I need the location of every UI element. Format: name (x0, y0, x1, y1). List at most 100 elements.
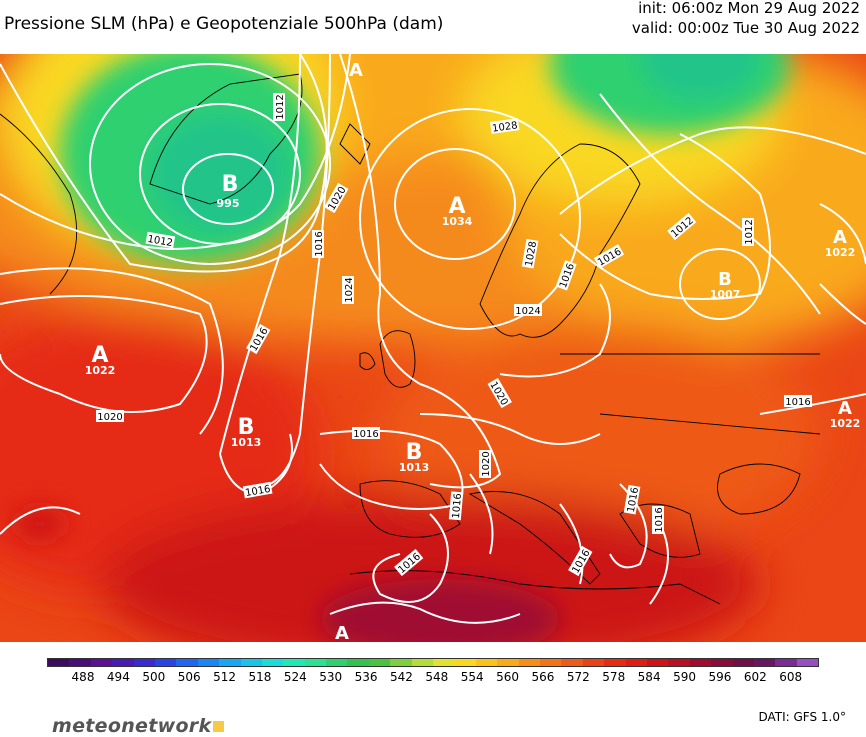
isobar-label: 1012 (273, 93, 286, 121)
svg-text:1024: 1024 (344, 277, 355, 302)
colorbar-swatch (753, 659, 776, 666)
colorbar-tick-label: 554 (460, 670, 484, 684)
colorbar-swatch (689, 659, 712, 666)
colorbar-swatch (711, 659, 733, 666)
colorbar-swatch (668, 659, 690, 666)
colorbar-tick-label: 590 (673, 670, 696, 684)
colorbar-swatch (518, 659, 540, 666)
colorbar-swatch (154, 659, 177, 666)
svg-text:1022: 1022 (825, 246, 856, 259)
isobar-label: 1016 (784, 395, 812, 408)
high-center: A 1022 (85, 343, 116, 377)
svg-text:1022: 1022 (85, 364, 116, 377)
svg-text:1016: 1016 (451, 493, 464, 519)
meteonetwork-logo: meteonetwork (52, 715, 225, 737)
svg-text:B: B (406, 440, 423, 465)
run-info: init: 06:00z Mon 29 Aug 2022 valid: 00:0… (632, 0, 860, 38)
colorbar-tick-label: 578 (602, 670, 626, 684)
high-center: A 1034 (442, 194, 473, 228)
isobar-label: 1012 (145, 231, 176, 249)
colorbar-tick-label: 566 (531, 670, 555, 684)
low-center: B 1013 (399, 440, 430, 474)
high-center: A (335, 623, 349, 642)
isobar-label: 1024 (342, 276, 355, 304)
colorbar-swatch (261, 659, 284, 666)
colorbar-swatch (133, 659, 155, 666)
coastlines (0, 73, 821, 605)
colorbar-swatch (90, 659, 113, 666)
isobar-label: 1028 (521, 238, 539, 269)
isobar-label: 1016 (448, 491, 464, 521)
colorbar-swatch (732, 659, 754, 666)
svg-text:B: B (718, 269, 732, 290)
svg-text:1020: 1020 (97, 412, 122, 423)
colorbar-swatch (411, 659, 434, 666)
isobar-label: 1020 (96, 410, 124, 423)
colorbar-swatch (219, 659, 241, 666)
svg-text:1013: 1013 (231, 436, 262, 449)
colorbar-swatch (775, 659, 797, 666)
valid-time: valid: 00:00z Tue 30 Aug 2022 (631, 19, 860, 37)
colorbar-swatch (475, 659, 498, 666)
isobar-label: 1012 (742, 218, 755, 246)
colorbar-tick-label: 608 (779, 670, 803, 684)
high-center: A 1022 (825, 227, 856, 259)
colorbar-tick-label: 596 (708, 670, 732, 684)
svg-text:A: A (349, 60, 363, 81)
colorbar-tick-label: 530 (319, 670, 343, 684)
colorbar-swatch (304, 659, 327, 666)
colorbar-swatch (326, 659, 348, 666)
geopotential-field (0, 54, 866, 642)
colorbar-swatch (368, 659, 391, 666)
colorbar-swatch (176, 659, 198, 666)
colorbar-tick-label: 572 (566, 670, 590, 684)
map-title: Pressione SLM (hPa) e Geopotenziale 500h… (4, 14, 444, 34)
pressure-centers: B 995 A 1034 A 1022 B 1013 B 1013 B 1007… (85, 60, 861, 642)
svg-text:1016: 1016 (785, 397, 810, 408)
svg-text:1024: 1024 (515, 306, 540, 317)
colorbar-swatch (283, 659, 305, 666)
svg-text:A: A (838, 398, 852, 419)
svg-text:1007: 1007 (710, 288, 741, 301)
colorbar-tick-label: 512 (213, 670, 236, 684)
svg-text:1016: 1016 (314, 231, 325, 256)
colorbar-swatch (48, 659, 70, 666)
colorbar-swatch (347, 659, 369, 666)
colorbar-swatch (454, 659, 476, 666)
isobars (0, 54, 866, 624)
colorbar-swatch (604, 659, 626, 666)
logo-square-icon (213, 721, 225, 732)
svg-text:1013: 1013 (399, 461, 430, 474)
colorbar (47, 658, 819, 667)
colorbar-tick-label: 506 (177, 670, 201, 684)
isobar-label: 1028 (490, 118, 520, 135)
colorbar-tick-label: 548 (425, 670, 449, 684)
svg-text:1028: 1028 (524, 240, 539, 267)
isobar-label: 1016 (652, 506, 665, 534)
svg-text:1016: 1016 (626, 486, 641, 513)
colorbar-swatch (582, 659, 605, 666)
colorbar-tick-label: 560 (496, 670, 520, 684)
svg-text:1016: 1016 (654, 507, 665, 532)
low-center: B 1007 (710, 269, 741, 301)
colorbar-tick-label: 500 (142, 670, 166, 684)
colorbar-swatch (497, 659, 519, 666)
svg-text:B: B (222, 172, 239, 197)
low-center: B 995 (217, 172, 240, 210)
svg-text:1012: 1012 (147, 234, 174, 249)
isobar-label: 1020 (479, 450, 492, 478)
isobar-label: 1016 (242, 481, 273, 499)
svg-text:1016: 1016 (353, 429, 378, 440)
svg-text:1020: 1020 (481, 451, 492, 476)
colorbar-tick-label: 602 (743, 670, 767, 684)
colorbar-tick-label: 536 (354, 670, 378, 684)
colorbar-swatch (433, 659, 455, 666)
colorbar-swatch (646, 659, 669, 666)
init-time: init: 06:00z Mon 29 Aug 2022 (638, 0, 860, 17)
colorbar-swatch (796, 659, 819, 666)
high-center: A (349, 60, 363, 81)
svg-text:1012: 1012 (275, 94, 286, 119)
isobar-label: 1016 (623, 484, 641, 515)
colorbar-tick-label: 488 (71, 670, 95, 684)
colorbar-swatch (561, 659, 583, 666)
